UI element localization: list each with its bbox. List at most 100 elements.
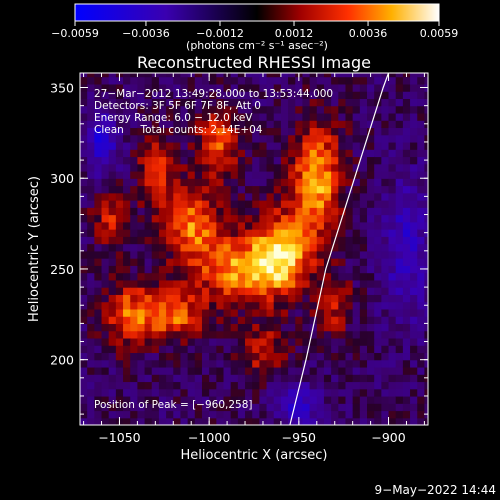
heatmap-cell: [424, 403, 428, 412]
heatmap-cell: [87, 98, 95, 107]
heatmap-cell: [158, 73, 167, 78]
heatmap-cell: [367, 156, 375, 165]
heatmap-cell: [381, 192, 390, 201]
heatmap-cell: [424, 272, 428, 281]
colorbar-tick-label: 0.0012: [275, 27, 314, 40]
heatmap-cell: [338, 279, 347, 288]
heatmap-cell: [252, 120, 260, 129]
heatmap-cell: [323, 265, 332, 274]
heatmap-cell: [180, 301, 189, 310]
heatmap-cell: [316, 265, 325, 274]
heatmap-cell: [288, 330, 296, 339]
heatmap-cell: [158, 120, 167, 129]
heatmap-cell: [216, 127, 225, 136]
heatmap-cell: [381, 250, 390, 259]
y-tick-label: 300: [50, 171, 74, 186]
heatmap-cell: [108, 185, 117, 194]
heatmap-cell: [87, 192, 95, 201]
heatmap-cell: [352, 120, 361, 129]
heatmap-cell: [80, 98, 88, 107]
heatmap-cell: [130, 294, 139, 303]
heatmap-cell: [237, 308, 246, 317]
heatmap-cell: [144, 388, 153, 397]
heatmap-cell: [137, 359, 146, 368]
heatmap-cell: [402, 98, 411, 107]
heatmap-cell: [180, 236, 189, 245]
heatmap-cell: [158, 163, 167, 172]
heatmap-cell: [94, 112, 103, 121]
heatmap-cell: [209, 73, 217, 78]
heatmap-cell: [166, 200, 174, 208]
heatmap-cell: [101, 134, 110, 143]
heatmap-cell: [331, 403, 339, 412]
heatmap-cell: [345, 112, 354, 121]
heatmap-cell: [151, 243, 160, 252]
heatmap-cell: [352, 388, 361, 397]
heatmap-cell: [245, 279, 253, 288]
heatmap-cell: [123, 149, 131, 158]
heatmap-cell: [216, 149, 225, 158]
heatmap-cell: [245, 134, 253, 143]
heatmap-cell: [309, 236, 318, 245]
heatmap-cell: [230, 337, 239, 346]
heatmap-cell: [381, 98, 390, 107]
heatmap-cell: [158, 279, 167, 288]
heatmap-cell: [108, 91, 117, 99]
heatmap-cell: [201, 323, 210, 332]
heatmap-cell: [288, 294, 296, 303]
heatmap-cell: [130, 330, 139, 339]
colorbar-tick-label: −0.0036: [122, 27, 170, 40]
heatmap-cell: [115, 381, 124, 390]
heatmap-cell: [388, 388, 397, 397]
heatmap-cell: [323, 323, 332, 332]
heatmap-cell: [367, 345, 375, 354]
heatmap-cell: [402, 366, 411, 375]
heatmap-cell: [201, 105, 210, 114]
heatmap-cell: [144, 163, 153, 172]
heatmap-cell: [144, 417, 153, 425]
heatmap-cell: [302, 185, 311, 194]
heatmap-cell: [237, 127, 246, 136]
heatmap-cell: [158, 127, 167, 136]
heatmap-cell: [216, 76, 225, 85]
heatmap-cell: [230, 395, 239, 404]
heatmap-cell: [316, 192, 325, 201]
heatmap-cell: [410, 200, 418, 208]
heatmap-cell: [352, 352, 361, 361]
heatmap-cell: [80, 388, 88, 397]
heatmap-cell: [173, 163, 182, 172]
heatmap-cell: [137, 258, 146, 266]
heatmap-cell: [359, 366, 368, 375]
heatmap-cell: [94, 91, 103, 99]
heatmap-cell: [331, 243, 339, 252]
heatmap-cell: [266, 265, 275, 274]
heatmap-cell: [151, 265, 160, 274]
heatmap-cell: [266, 366, 275, 375]
heatmap-cell: [410, 352, 418, 361]
heatmap-cell: [352, 192, 361, 201]
heatmap-cell: [280, 323, 289, 332]
heatmap-cell: [402, 185, 411, 194]
heatmap-cell: [323, 337, 332, 346]
heatmap-cell: [130, 236, 139, 245]
heatmap-cell: [209, 185, 217, 194]
heatmap-cell: [130, 163, 139, 172]
heatmap-cell: [402, 229, 411, 237]
heatmap-cell: [374, 214, 382, 223]
heatmap-cell: [359, 287, 368, 295]
heatmap-cell: [187, 359, 196, 368]
heatmap-cell: [359, 120, 368, 129]
heatmap-cell: [302, 366, 311, 375]
heatmap-cell: [395, 279, 404, 288]
heatmap-cell: [94, 149, 103, 158]
heatmap-cell: [123, 308, 131, 317]
heatmap-cell: [87, 207, 95, 216]
heatmap-cell: [359, 279, 368, 288]
heatmap-cell: [201, 236, 210, 245]
heatmap-cell: [402, 250, 411, 259]
heatmap-cell: [367, 163, 375, 172]
heatmap-cell: [108, 120, 117, 129]
heatmap-cell: [359, 316, 368, 324]
heatmap-cell: [345, 323, 354, 332]
heatmap-cell: [223, 352, 232, 361]
